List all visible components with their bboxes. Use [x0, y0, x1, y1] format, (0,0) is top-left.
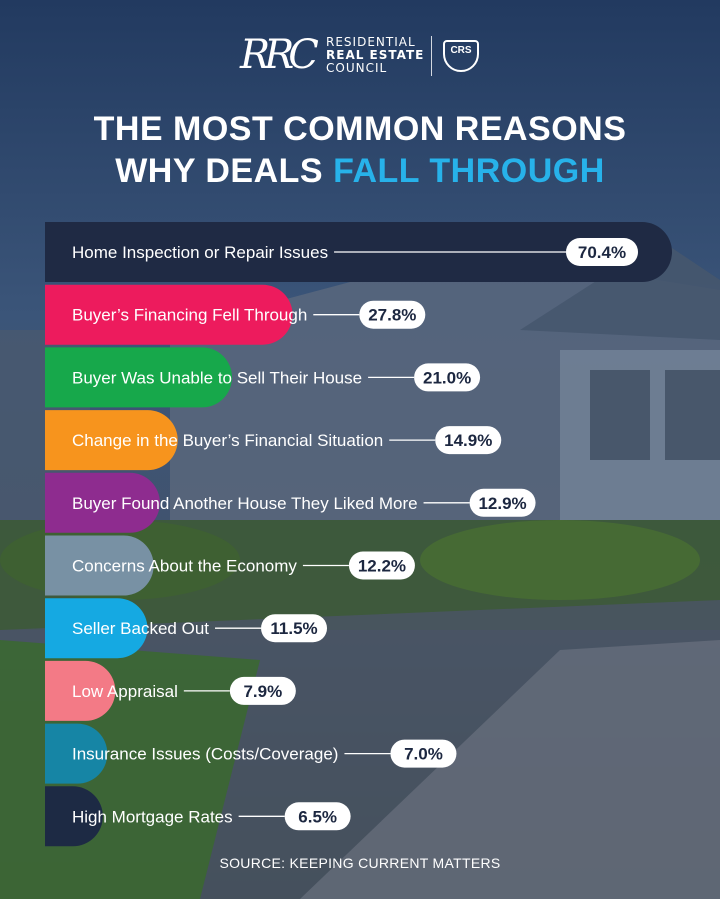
bar-3: [45, 410, 178, 471]
logo-line-3: COUNCIL: [326, 61, 388, 75]
value-pill-0: [566, 238, 638, 266]
bar-1: [45, 284, 293, 345]
bar-4: [45, 472, 160, 533]
value-label-4: 12.9%: [478, 494, 526, 513]
value-pill-5: [348, 551, 415, 580]
bar-5: [45, 535, 154, 596]
category-label-1: Buyer’s Financing Fell Through: [72, 306, 307, 325]
value-label-2: 21.0%: [423, 368, 471, 387]
header: RRC RESIDENTIAL REAL ESTATE COUNCIL CRS: [0, 30, 720, 80]
category-label-6: Seller Backed Out: [72, 619, 209, 638]
logo-line-2: REAL ESTATE: [326, 48, 425, 62]
category-label-4: Buyer Found Another House They Liked Mor…: [72, 494, 418, 513]
title-line-2-plain: WHY DEALS: [115, 152, 334, 190]
category-label-2: Buyer Was Unable to Sell Their House: [72, 368, 362, 387]
value-label-6: 11.5%: [270, 619, 317, 638]
value-label-5: 12.2%: [358, 557, 406, 576]
value-pill-2: [414, 363, 481, 392]
value-label-8: 7.0%: [404, 745, 443, 764]
category-label-5: Concerns About the Economy: [72, 557, 297, 576]
value-label-0: 70.4%: [578, 243, 626, 262]
title-line-1: THE MOST COMMON REASONS: [93, 110, 627, 148]
category-label-7: Low Appraisal: [72, 682, 178, 701]
value-label-1: 27.8%: [368, 306, 416, 325]
category-label-8: Insurance Issues (Costs/Coverage): [72, 745, 338, 764]
crs-badge: CRS: [443, 40, 479, 72]
rrc-logo: RRC: [240, 32, 319, 78]
logo-divider: [431, 36, 432, 76]
bar-2: [45, 347, 233, 408]
title-line-2: WHY DEALS FALL THROUGH: [0, 152, 720, 191]
value-pill-3: [435, 426, 502, 455]
value-label-7: 7.9%: [243, 682, 282, 701]
bar-8: [45, 723, 108, 784]
value-pill-6: [261, 614, 328, 643]
value-pill-7: [229, 676, 296, 705]
title-line-2-accent: FALL THROUGH: [333, 152, 605, 190]
value-pill-4: [469, 488, 536, 517]
logo-line-1: RESIDENTIAL: [326, 35, 416, 49]
bar-6: [45, 598, 148, 659]
bar-7: [45, 660, 116, 721]
category-label-3: Change in the Buyer’s Financial Situatio…: [72, 431, 383, 450]
category-label-9: High Mortgage Rates: [72, 807, 233, 826]
value-label-3: 14.9%: [444, 431, 492, 450]
value-label-9: 6.5%: [298, 807, 337, 826]
bar-9: [45, 786, 103, 847]
value-pill-1: [359, 300, 426, 329]
source-note: SOURCE: KEEPING CURRENT MATTERS: [219, 855, 501, 871]
logo-text: RESIDENTIAL REAL ESTATE COUNCIL: [326, 36, 424, 75]
value-pill-9: [284, 802, 351, 831]
category-label-0: Home Inspection or Repair Issues: [72, 243, 328, 262]
value-pill-8: [390, 739, 457, 768]
